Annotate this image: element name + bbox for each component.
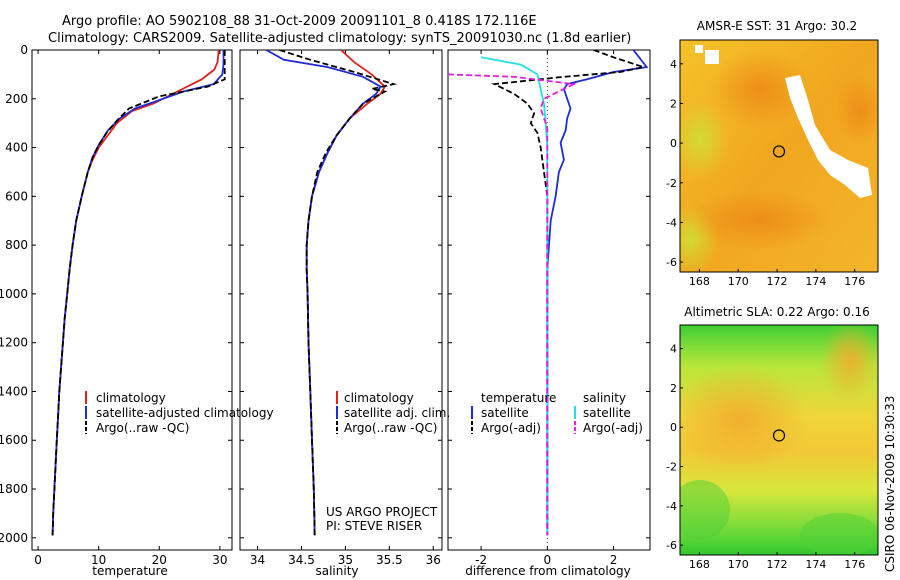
sla-map-axes: 168 170 172 174 176 -6 -4 -2 0 2 4 — [666, 343, 865, 571]
header-line1: Argo profile: AO 5902108_88 31-Oct-2009 … — [62, 14, 537, 29]
legend-label: satellite-adjusted climatology — [96, 406, 274, 420]
sla-map-frame — [679, 324, 879, 556]
map-x-tick-label: 172 — [767, 275, 788, 288]
series-line-temperature-satellite — [546, 50, 649, 536]
x-tick-label: 0 — [544, 553, 552, 567]
legend-title-temperature: temperature — [481, 391, 556, 405]
map-y-tick-label: 2 — [670, 382, 677, 395]
x-tick-label: 35.5 — [376, 553, 403, 567]
map-x-tick-label: 168 — [689, 275, 710, 288]
map-y-tick-label: -6 — [666, 256, 677, 269]
argo-float-marker — [772, 429, 786, 442]
legend-label: satellite adj. clim. — [344, 406, 450, 420]
salinity-panel: 34 34.5 35 35.5 36 — [239, 49, 443, 567]
map-y-tick-label: 4 — [670, 58, 677, 71]
map-x-tick-label: 176 — [844, 275, 865, 288]
map-x-tick-label: 172 — [767, 558, 788, 571]
temperature-xlabel: temperature — [92, 564, 167, 578]
y-tick-label: 1400 — [0, 384, 28, 398]
x-tick-label: 30 — [212, 553, 227, 567]
temperature-panel: 0 10 20 30 0 200 400 600 800 1000 1200 1400 1600 1800… — [0, 43, 233, 567]
map-y-tick-label: 0 — [670, 421, 677, 434]
map-x-tick-label: 170 — [728, 558, 749, 571]
legend-title-salinity: salinity — [583, 391, 626, 405]
x-tick-label: 34.5 — [288, 553, 315, 567]
header-line2: Climatology: CARS2009. Satellite-adjuste… — [48, 31, 631, 46]
series-line-argo-raw-qc- — [279, 50, 398, 536]
series-line-salinity-argo-adj- — [448, 73, 577, 536]
y-tick-label: 1000 — [0, 287, 28, 301]
series-line-satellite-adjusted-climatology — [51, 50, 225, 536]
map-y-tick-label: -6 — [666, 539, 677, 552]
y-tick-label: 800 — [5, 238, 28, 252]
map-y-tick-label: 4 — [670, 343, 677, 356]
difference-panel: -2 0 2 — [447, 49, 651, 567]
x-tick-label: 35 — [338, 553, 353, 567]
map-y-tick-label: 2 — [670, 97, 677, 110]
sst-map-title: AMSR-E SST: 31 Argo: 30.2 — [697, 19, 857, 33]
y-tick-label: 2000 — [0, 531, 28, 545]
x-tick-label: 0 — [34, 553, 42, 567]
y-tick-label: 200 — [5, 92, 28, 106]
x-tick-label: 36 — [426, 553, 441, 567]
sla-map-field — [680, 325, 878, 555]
x-tick-label: -2 — [475, 553, 487, 567]
salinity-legend: climatology satellite adj. clim. Argo(..… — [336, 391, 450, 435]
salinity-plot-frame — [239, 49, 443, 551]
legend-label: satellite — [481, 406, 529, 420]
sst-map-frame — [679, 39, 879, 273]
y-tick-label: 400 — [5, 141, 28, 155]
timestamp-label: CSIRO 06-Nov-2009 10:30:33 — [883, 396, 897, 572]
legend-label: Argo(..raw -QC) — [96, 421, 189, 435]
legend-label: climatology — [96, 391, 166, 405]
sst-cloud-mask — [785, 75, 872, 198]
map-x-tick-label: 176 — [844, 558, 865, 571]
map-y-tick-label: -4 — [666, 216, 677, 229]
difference-xlabel: difference from climatology — [465, 564, 631, 578]
x-tick-label: 2 — [610, 553, 618, 567]
map-y-tick-label: -4 — [666, 500, 677, 513]
difference-legend: temperature satellite Argo(-adj) salinit… — [471, 391, 643, 435]
map-x-tick-label: 174 — [805, 275, 826, 288]
x-tick-label: 20 — [152, 553, 167, 567]
series-line-salinity-satellite — [480, 56, 549, 536]
sst-cloud-mask-small — [705, 50, 719, 64]
y-tick-label: 1200 — [0, 336, 28, 350]
argo-float-marker — [772, 145, 786, 158]
map-y-tick-label: -2 — [666, 177, 677, 190]
difference-plot-frame — [447, 49, 651, 551]
map-x-tick-label: 168 — [689, 558, 710, 571]
y-tick-label: 0 — [20, 43, 28, 57]
x-tick-label: 10 — [91, 553, 106, 567]
legend-label: Argo(-adj) — [481, 421, 541, 435]
series-line-climatology — [51, 50, 220, 536]
x-tick-label: 34 — [250, 553, 265, 567]
temperature-plot-frame — [31, 49, 233, 551]
legend-label: Argo(..raw -QC) — [344, 421, 437, 435]
map-y-tick-label: 0 — [670, 137, 677, 150]
temperature-legend: climatology satellite-adjusted climatolo… — [85, 391, 274, 435]
map-x-tick-label: 170 — [728, 275, 749, 288]
project-line2: PI: STEVE RISER — [326, 519, 422, 533]
series-line-satellite-adj-clim- — [265, 50, 382, 536]
y-tick-label: 1800 — [0, 482, 28, 496]
legend-label: climatology — [344, 391, 414, 405]
series-line-temperature-argo-adj- — [491, 50, 647, 536]
legend-label: Argo(-adj) — [583, 421, 643, 435]
series-line-argo-raw-qc- — [51, 50, 226, 536]
map-x-tick-label: 174 — [805, 558, 826, 571]
sst-map-axes: 168 170 172 174 176 -6 -4 -2 0 2 4 — [666, 58, 865, 288]
legend-label: satellite — [583, 406, 631, 420]
salinity-xlabel: salinity — [315, 564, 358, 578]
y-tick-label: 1600 — [0, 433, 28, 447]
project-line1: US ARGO PROJECT — [326, 505, 438, 519]
sla-map-title: Altimetric SLA: 0.22 Argo: 0.16 — [684, 305, 869, 319]
y-tick-label: 600 — [5, 189, 28, 203]
sst-map-field — [680, 40, 878, 272]
map-y-tick-label: -2 — [666, 461, 677, 474]
